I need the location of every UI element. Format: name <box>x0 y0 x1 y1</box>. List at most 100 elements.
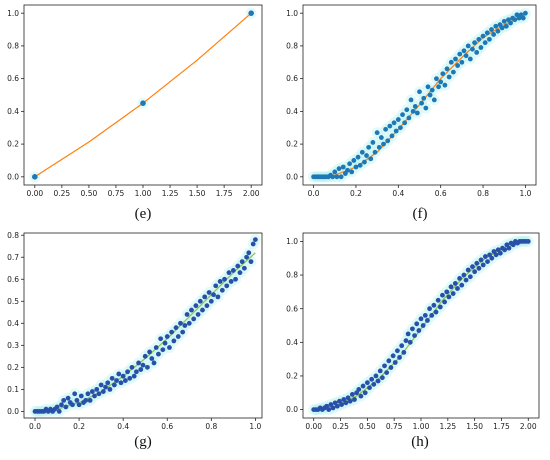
data-point <box>138 367 144 372</box>
data-point <box>250 241 256 247</box>
data-point <box>429 87 435 93</box>
data-point <box>349 392 355 397</box>
data-point <box>358 393 364 399</box>
data-point <box>463 277 469 283</box>
panel-e: 0.00 0.25 0.50 0.75 1.00 1.25 1.50 1.75 2.00 0.0 0… <box>7 4 263 222</box>
data-point <box>489 255 495 261</box>
data-point <box>131 373 137 379</box>
data-point <box>345 167 350 173</box>
data-point <box>330 405 336 411</box>
data-point <box>332 169 338 175</box>
data-point <box>452 281 458 286</box>
data-point <box>339 402 345 407</box>
data-point <box>440 71 446 77</box>
data-point <box>453 56 458 62</box>
data-point <box>228 279 234 284</box>
data-point <box>353 164 359 170</box>
data-point <box>347 398 353 404</box>
x-tick-label: 0.00 <box>305 422 322 431</box>
data-point <box>160 347 166 353</box>
y-tick-label: 1.0 <box>286 237 298 246</box>
data-point <box>127 375 133 381</box>
data-point <box>219 287 225 293</box>
data-point <box>191 316 197 322</box>
data-point <box>197 298 203 304</box>
y-tick-label: 0.3 <box>7 341 19 350</box>
data-point <box>76 402 82 408</box>
data-point <box>520 15 526 21</box>
data-point <box>385 138 391 144</box>
data-point <box>100 389 106 394</box>
x-tick-label: 0.8 <box>477 189 489 198</box>
data-point <box>153 345 159 350</box>
y-tick-label: 1.0 <box>286 9 298 18</box>
axes-frame <box>23 4 263 186</box>
data-point <box>65 395 71 401</box>
data-point <box>215 294 221 300</box>
data-point <box>122 378 128 383</box>
x-tick-label: 0.6 <box>161 422 173 431</box>
data-point <box>367 385 372 391</box>
data-point <box>248 259 254 265</box>
data-point <box>398 125 403 131</box>
data-point <box>369 376 375 382</box>
data-point <box>388 365 394 370</box>
x-tick-label: 1.75 <box>216 189 233 198</box>
data-point <box>189 307 194 313</box>
x-tick-label: 0.4 <box>392 189 404 198</box>
data-point <box>387 123 393 129</box>
data-point <box>512 17 518 23</box>
data-point <box>400 112 405 118</box>
x-tick-label: 0.0 <box>29 422 41 431</box>
data-point <box>246 250 252 256</box>
data-point <box>407 339 413 345</box>
data-point <box>489 27 494 32</box>
panel-g: 0.0 0.2 0.4 0.6 0.8 1.0 0.0 0.1 0.2 0.3 0.4 0.5 0.6 0… <box>7 231 263 450</box>
data-point <box>107 386 113 392</box>
data-point <box>175 334 181 339</box>
data-point <box>92 393 97 399</box>
data-point <box>206 290 212 295</box>
data-point <box>193 303 199 309</box>
data-point <box>467 274 473 280</box>
data-point <box>418 316 424 322</box>
data-point <box>501 18 507 24</box>
y-tick-label: 0.6 <box>7 74 19 83</box>
data-point <box>120 373 126 379</box>
x-tick-label: 1.50 <box>189 189 206 198</box>
data-point <box>241 265 247 271</box>
data-point <box>336 166 342 172</box>
data-point <box>224 283 230 289</box>
data-point <box>444 289 450 295</box>
data-point <box>386 358 392 364</box>
x-tick-label: 1.0 <box>249 422 261 431</box>
data-point <box>503 23 509 29</box>
data-point <box>434 76 439 82</box>
data-point <box>406 115 412 121</box>
data-point <box>343 400 349 406</box>
data-point <box>98 382 104 388</box>
data-point <box>235 263 241 269</box>
data-point <box>87 397 93 403</box>
data-point <box>360 383 366 389</box>
data-point <box>472 40 477 46</box>
data-point <box>334 403 340 409</box>
data-point <box>211 292 216 298</box>
fit-line <box>34 12 252 178</box>
data-point <box>401 350 407 355</box>
data-point <box>208 298 214 304</box>
y-tick-label: 0.8 <box>7 231 19 240</box>
data-point <box>442 82 448 88</box>
data-point <box>142 353 148 359</box>
data-point <box>391 120 397 126</box>
data-point <box>474 50 480 55</box>
data-point <box>158 336 164 342</box>
data-point <box>472 269 478 275</box>
data-point <box>70 402 75 408</box>
data-point <box>334 174 340 180</box>
data-point <box>213 283 219 289</box>
y-tick-label: 0.1 <box>7 385 19 394</box>
data-point <box>330 174 336 180</box>
x-tick-label: 0.8 <box>205 422 217 431</box>
data-point <box>374 130 380 136</box>
